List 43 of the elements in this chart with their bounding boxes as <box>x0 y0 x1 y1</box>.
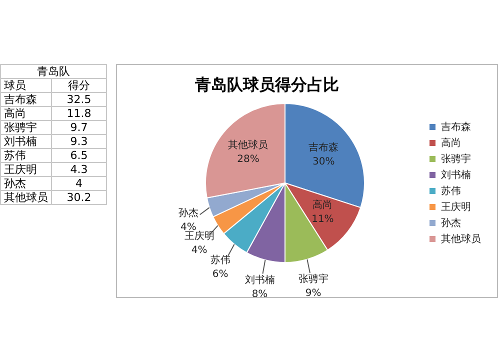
text: 球员 <box>0 78 52 92</box>
slice-label: 高尚 <box>312 198 333 211</box>
slice-label: 苏伟 <box>210 254 230 266</box>
data-label: 30% <box>312 156 335 168</box>
text: 9.7 <box>52 120 106 134</box>
legend-label: 刘书楠 <box>441 168 471 181</box>
legend-label: 苏伟 <box>441 184 461 197</box>
legend-label: 孙杰 <box>441 216 461 229</box>
slice-label: 孙杰 <box>178 206 198 219</box>
legend-label: 张骋宇 <box>441 152 471 165</box>
data-label: 28% <box>237 154 260 166</box>
category-label: 其他球员 <box>4 191 48 204</box>
data-label: 4% <box>191 244 208 256</box>
data-label: 9% <box>305 288 322 300</box>
category-label: 孙杰 <box>4 177 26 190</box>
text: 11.8 <box>52 106 106 120</box>
slice-label: 吉布森 <box>308 142 339 154</box>
legend-label: 吉布森 <box>441 120 471 133</box>
chart-title: 青岛队球员得分占比 <box>194 75 340 96</box>
data-label: 11% <box>312 214 334 225</box>
text: 30.2 <box>52 190 106 204</box>
category-label: 张骋宇 <box>4 121 37 134</box>
slice-label: 王庆明 <box>184 230 214 242</box>
text: 4 <box>52 176 106 190</box>
text: 得分 <box>52 78 106 92</box>
text: 32.5 <box>52 92 106 106</box>
category-label: 刘书楠 <box>4 135 37 148</box>
category-label: 吉布森 <box>4 93 37 106</box>
legend-label: 其他球员 <box>441 232 481 245</box>
data-label: 6% <box>212 268 228 280</box>
text: 9.3 <box>52 134 106 148</box>
text: 4.3 <box>52 162 106 176</box>
category-label: 王庆明 <box>4 163 37 176</box>
slice-label: 张骋宇 <box>298 273 328 286</box>
text: 青岛队 <box>0 64 106 78</box>
category-label: 苏伟 <box>4 149 26 162</box>
legend-label: 高尚 <box>441 136 461 149</box>
slice-label: 其他球员 <box>228 139 268 152</box>
legend-label: 王庆明 <box>441 200 471 213</box>
category-label: 高尚 <box>4 107 26 120</box>
data-label: 8% <box>252 288 268 300</box>
slice-label: 刘书楠 <box>244 274 275 286</box>
text: 6.5 <box>52 148 106 162</box>
